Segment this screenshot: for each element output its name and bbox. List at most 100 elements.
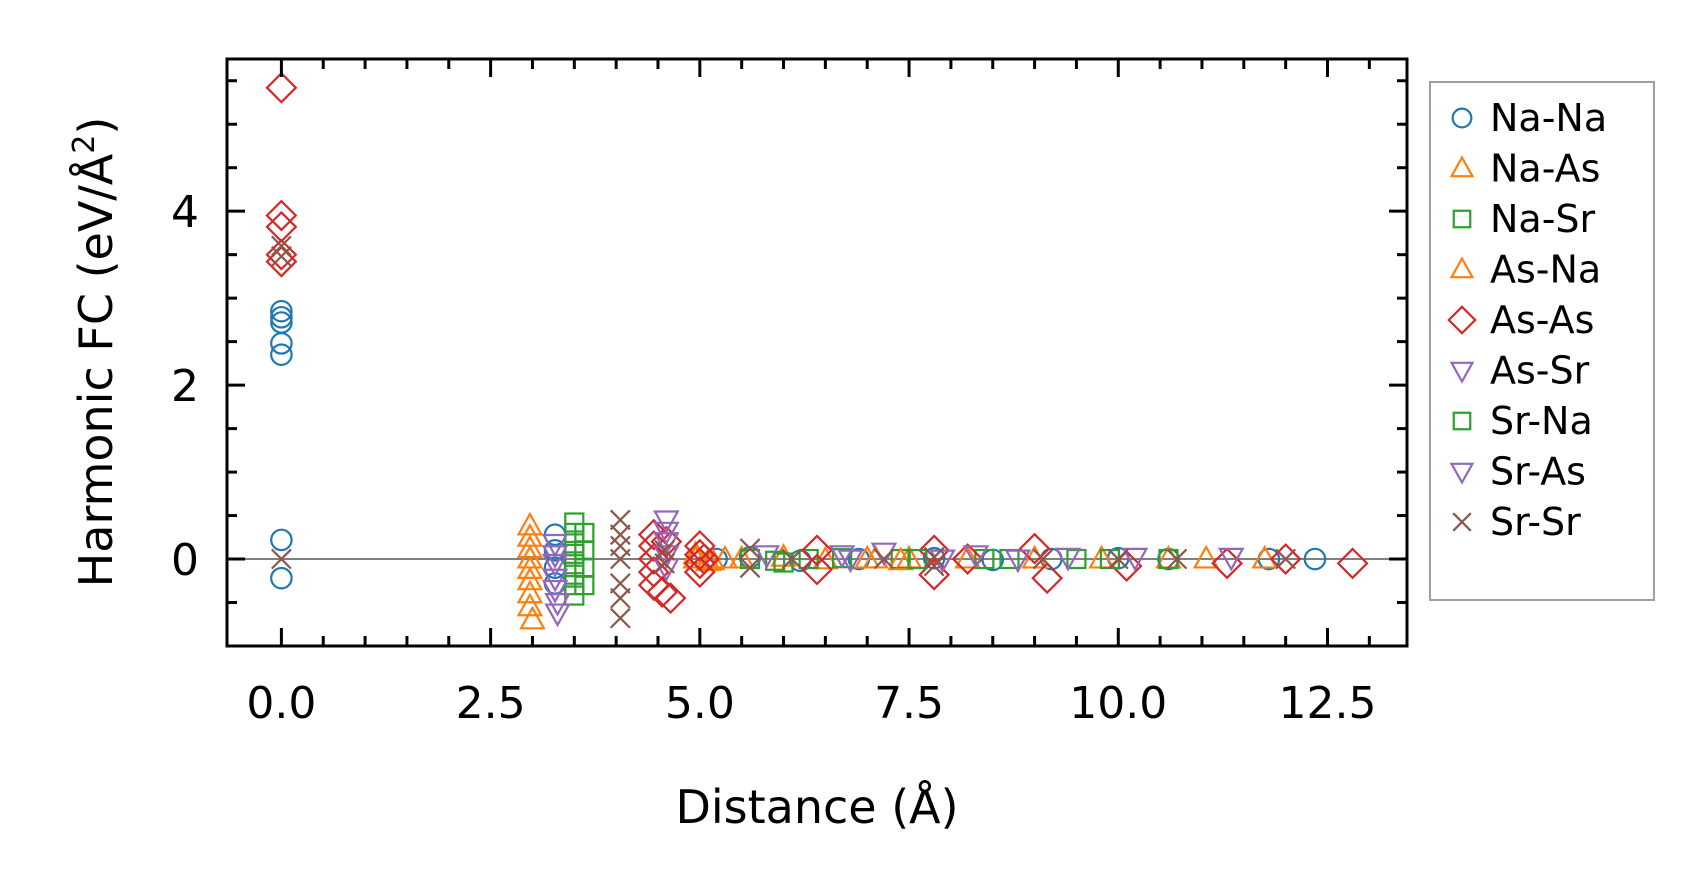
data-point <box>828 545 856 569</box>
data-point <box>922 546 946 570</box>
data-point <box>609 587 631 609</box>
data-point <box>516 566 544 591</box>
plot-frame <box>225 57 1409 648</box>
legend-item-sr-sr: Sr-Sr <box>1452 500 1581 544</box>
data-point <box>873 548 895 570</box>
data-point <box>637 530 670 562</box>
data-point <box>1066 548 1087 570</box>
data-point <box>1269 543 1302 575</box>
legend-marker <box>1451 107 1473 129</box>
legend-label: As-Na <box>1490 248 1601 292</box>
y-tick-label: 2 <box>171 361 199 412</box>
legend-marker <box>1449 256 1475 279</box>
data-point <box>1121 547 1149 572</box>
data-point <box>801 534 833 567</box>
y-tick-labels: 0 2 4 <box>171 187 199 586</box>
legend-item-as-na: As-Na <box>1449 248 1601 292</box>
data-point <box>516 592 544 617</box>
legend-item-na-as: Na-As <box>1449 147 1600 191</box>
data-point <box>516 555 544 579</box>
data-point <box>1166 548 1188 570</box>
data-point <box>711 544 739 569</box>
legend: Na-Na Na-As Na-Sr As-Na As-As As-Sr Sr-Na Sr-As… <box>1429 81 1655 601</box>
legend-marker <box>1452 411 1472 431</box>
data-point <box>962 545 990 569</box>
legend-label: Na-Na <box>1490 96 1607 140</box>
data-point <box>1018 532 1051 565</box>
x-tick-label: 10.0 <box>1069 678 1167 729</box>
data-point <box>773 552 794 573</box>
data-point <box>270 343 293 366</box>
data-point <box>646 576 679 609</box>
legend-label: Sr-As <box>1490 450 1586 494</box>
data-point <box>265 71 298 104</box>
legend-items: Na-Na Na-As Na-Sr As-Na As-As As-Sr Sr-Na Sr-As… <box>1447 96 1607 544</box>
x-tick-label: 0.0 <box>246 678 316 729</box>
legend-item-as-as: As-As <box>1447 298 1594 342</box>
data-point <box>887 546 914 571</box>
y-axis-label-main: Harmonic FC (eV/Å <box>69 153 123 587</box>
y-tick-label: 4 <box>171 187 199 238</box>
y-axis-label: Harmonic FC (eV/Å2) <box>67 117 123 588</box>
data-point <box>653 510 680 535</box>
legend-item-sr-na: Sr-Na <box>1452 399 1593 443</box>
legend-label: As-As <box>1490 298 1594 342</box>
data-point <box>516 579 544 604</box>
x-tick-label: 12.5 <box>1279 678 1377 729</box>
data-point <box>609 607 631 629</box>
data-point <box>1107 548 1129 570</box>
data-point <box>270 299 293 323</box>
y-tick-label: 0 <box>171 535 199 586</box>
data-point <box>541 533 569 558</box>
data-point <box>683 530 716 562</box>
legend-label: Sr-Na <box>1490 399 1593 443</box>
x-tick-label: 7.5 <box>874 678 944 729</box>
legend-marker <box>1449 361 1475 384</box>
data-point <box>271 548 292 570</box>
data-point <box>265 245 298 278</box>
data-point <box>574 575 595 596</box>
legend-marker <box>1447 305 1477 335</box>
data-point <box>781 548 803 570</box>
axis-ticks <box>227 59 1407 648</box>
data-point <box>1275 548 1297 570</box>
data-point <box>837 549 864 574</box>
data-points <box>265 71 1369 630</box>
y-axis-label-end: ) <box>69 117 123 135</box>
legend-marker <box>1449 462 1475 485</box>
data-point <box>1192 544 1220 569</box>
y-axis-label-superscript: 2 <box>67 135 102 154</box>
data-point <box>1032 548 1054 570</box>
data-point <box>1217 547 1245 572</box>
data-point <box>951 543 984 575</box>
data-point <box>271 246 292 267</box>
data-point <box>739 557 761 579</box>
data-point <box>688 543 720 575</box>
data-point <box>1031 562 1064 595</box>
data-point <box>541 579 569 604</box>
data-point <box>654 582 687 615</box>
data-point <box>954 544 981 569</box>
legend-item-na-sr: Na-Sr <box>1452 197 1596 241</box>
legend-label: Na-As <box>1490 147 1600 191</box>
data-point <box>541 568 569 593</box>
data-point <box>1054 547 1082 572</box>
data-point <box>609 509 631 531</box>
data-point <box>1303 547 1327 571</box>
data-point <box>654 553 676 574</box>
plot-area <box>227 59 1407 646</box>
x-tick-label: 5.0 <box>665 678 735 729</box>
data-point <box>541 545 569 569</box>
x-tick-label: 2.5 <box>456 678 526 729</box>
x-axis-label: Distance (Å) <box>675 780 958 834</box>
data-point <box>544 603 571 628</box>
data-point <box>1004 549 1032 574</box>
legend-marker <box>1452 209 1472 229</box>
data-point <box>1336 547 1369 580</box>
data-point <box>753 545 781 569</box>
data-point <box>798 548 819 570</box>
legend-marker <box>1449 155 1475 178</box>
data-point <box>1251 544 1279 569</box>
legend-item-na-na: Na-Na <box>1451 96 1607 140</box>
